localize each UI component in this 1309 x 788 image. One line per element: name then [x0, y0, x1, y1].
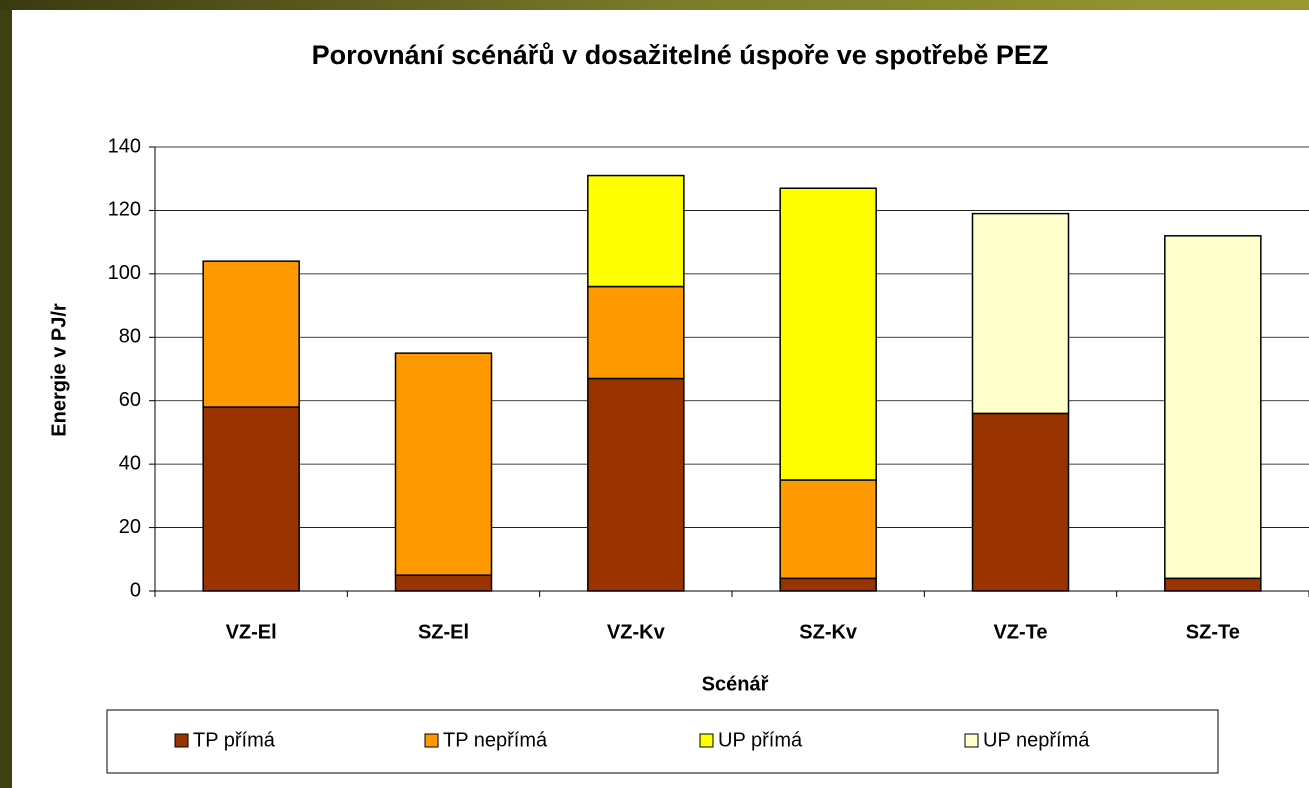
x-axis-label: Scénář: [702, 673, 769, 695]
frame-top: [0, 0, 1309, 10]
legend-swatch: [424, 733, 439, 748]
y-tick-label: 60: [119, 389, 141, 411]
bar-segment: [394, 574, 493, 592]
legend-swatch: [964, 733, 979, 748]
bar-segment: [971, 212, 1070, 415]
bar-segment: [587, 285, 685, 380]
y-tick-label: 120: [108, 199, 141, 221]
y-tick-label: 140: [108, 135, 141, 157]
legend-swatch: [174, 733, 189, 748]
x-tick-label: SZ-Kv: [799, 621, 858, 643]
bar-segment: [202, 260, 300, 408]
x-tick-label: SZ-Te: [1186, 621, 1240, 643]
bar-segment: [779, 479, 877, 580]
legend-label: TP přímá: [193, 729, 276, 751]
bar-segment: [1164, 577, 1262, 592]
bar-segment: [1164, 235, 1262, 580]
bar-segment: [587, 377, 685, 592]
y-tick-label: 80: [119, 326, 141, 348]
bar-segment: [779, 187, 877, 481]
x-tick-label: VZ-Kv: [607, 621, 666, 643]
bar-segment: [202, 406, 300, 592]
bar-segment: [587, 174, 685, 288]
legend-label: UP přímá: [718, 729, 803, 751]
legend-label: TP nepřímá: [443, 729, 548, 751]
x-tick-label: SZ-El: [418, 621, 469, 643]
x-tick-label: VZ-Te: [993, 621, 1047, 643]
chart-title: Porovnání scénářů v dosažitelné úspoře v…: [312, 40, 1049, 70]
y-axis-label: Energie v PJ/r: [48, 303, 70, 437]
x-tick-label: VZ-El: [226, 621, 277, 643]
bar-segment: [779, 577, 877, 592]
y-tick-label: 40: [119, 452, 141, 474]
legend-swatch: [699, 733, 714, 748]
legend-label: UP nepřímá: [983, 729, 1090, 751]
bar-segment: [971, 412, 1070, 592]
legend-box: [106, 709, 1219, 774]
bar-segment: [394, 352, 493, 576]
y-tick-label: 20: [119, 516, 141, 538]
y-tick-label: 100: [108, 262, 141, 284]
y-tick-label: 0: [130, 579, 141, 601]
